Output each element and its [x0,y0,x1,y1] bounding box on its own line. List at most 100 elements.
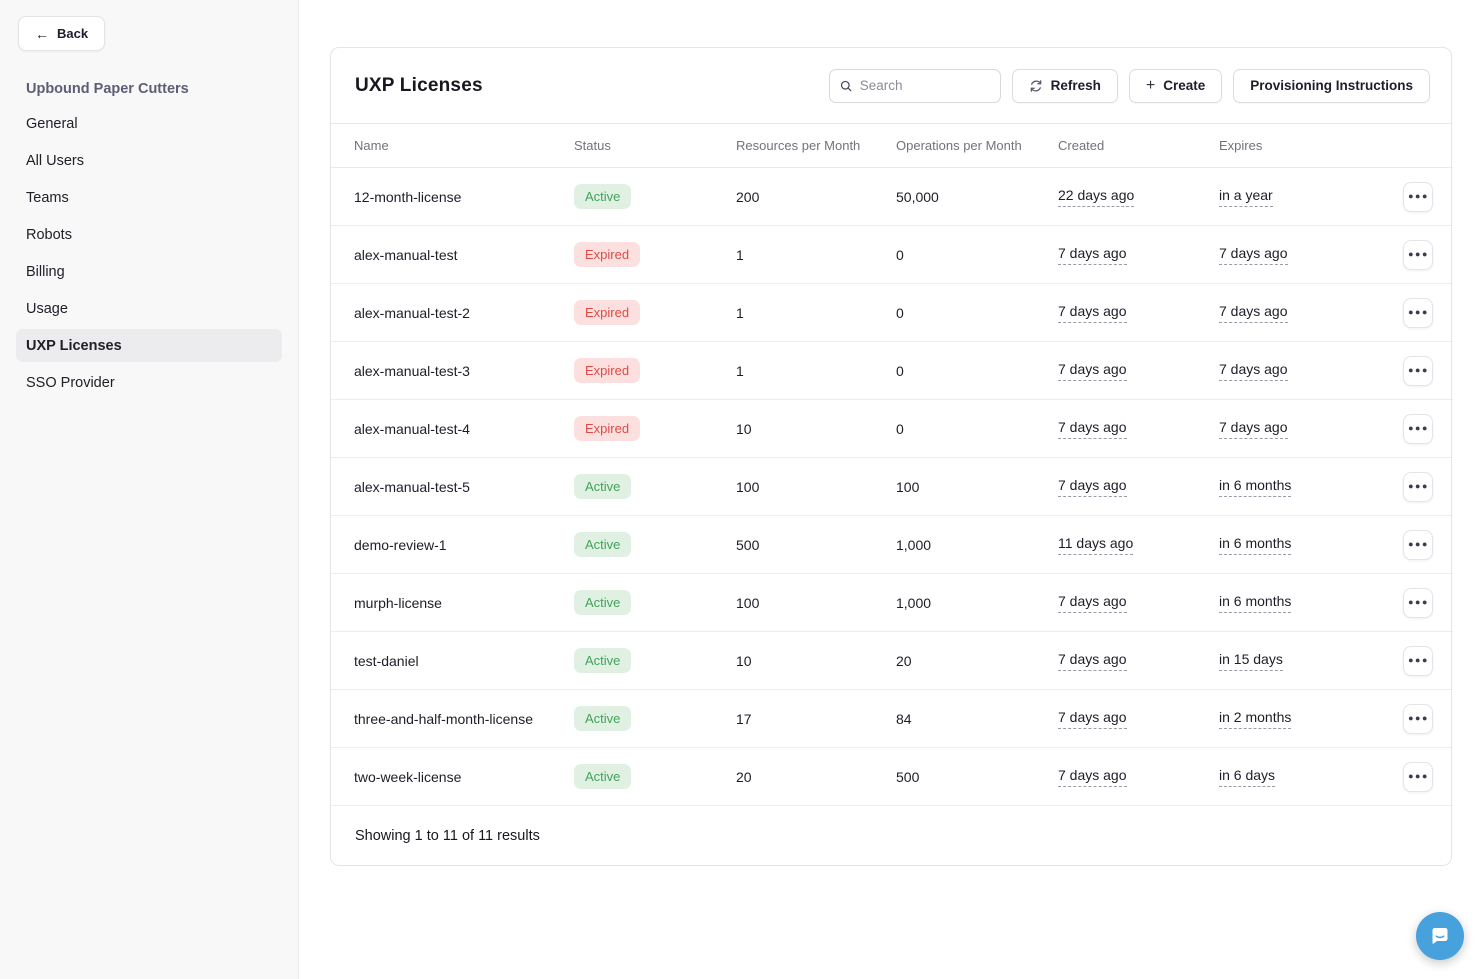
expires-timestamp: in 15 days [1219,650,1283,671]
row-actions-button[interactable]: ●●● [1403,471,1433,502]
operations-cell: 50,000 [873,167,1035,226]
resources-cell: 500 [713,515,873,574]
back-arrow-icon: ← [35,25,49,42]
row-actions-button[interactable]: ●●● [1403,587,1433,618]
refresh-button[interactable]: Refresh [1011,68,1118,103]
expires-cell: 7 days ago [1196,341,1383,400]
license-name-cell: two-week-license [331,747,551,806]
sidebar-item-teams[interactable]: Teams [26,189,69,206]
sidebar-item-all-users[interactable]: All Users [26,152,85,169]
expires-timestamp: in 2 months [1219,708,1292,729]
status-badge: Active [574,764,632,789]
operations-cell: 84 [873,689,1035,748]
row-actions-button[interactable]: ●●● [1403,297,1433,328]
row-actions-button[interactable]: ●●● [1403,239,1433,270]
expires-timestamp: in 6 months [1219,592,1292,613]
column-header-actions [1383,123,1453,168]
status-cell: Active [551,631,713,690]
expires-cell: in 6 months [1196,573,1383,632]
status-cell: Expired [551,341,713,400]
sidebar-item-billing[interactable]: Billing [26,263,65,280]
table-row: 12-month-license Active 200 50,000 22 days a… [331,167,1453,226]
expires-timestamp: 7 days ago [1219,360,1288,381]
card-header: UXP Licenses Refresh [331,48,1451,123]
create-button[interactable]: + Create [1128,68,1223,103]
column-header-expires: Expires [1196,123,1383,168]
refresh-button-label: Refresh [1050,78,1101,93]
expires-cell: in 6 days [1196,747,1383,806]
status-cell: Active [551,457,713,516]
status-badge: Expired [574,416,641,441]
table-row: alex-manual-test-4 Expired 10 0 7 days ago 7 … [331,399,1453,458]
status-badge: Expired [574,358,641,383]
expires-timestamp: in 6 days [1219,766,1276,787]
created-cell: 7 days ago [1035,283,1196,342]
column-header-name: Name [331,123,551,168]
table-row: alex-manual-test Expired 1 0 7 days ago 7 day… [331,225,1453,284]
column-header-operations-per-month: Operations per Month [873,123,1035,168]
expires-cell: in 6 months [1196,457,1383,516]
status-badge: Active [574,648,632,673]
operations-cell: 0 [873,225,1035,284]
operations-cell: 1,000 [873,515,1035,574]
created-timestamp: 7 days ago [1058,418,1127,439]
status-cell: Expired [551,225,713,284]
actions-cell: ●●● [1383,457,1453,516]
search-icon [840,80,851,91]
row-actions-button[interactable]: ●●● [1403,761,1433,792]
table-body: 12-month-license Active 200 50,000 22 days a… [331,167,1453,806]
operations-cell: 0 [873,399,1035,458]
expires-timestamp: in 6 months [1219,534,1292,555]
expires-timestamp: in a year [1219,186,1273,207]
status-cell: Expired [551,399,713,458]
actions-cell: ●●● [1383,515,1453,574]
search-box [828,68,1001,103]
table-header-row: Name Status Resources per Month Operations … [331,123,1453,168]
row-actions-button[interactable]: ●●● [1403,413,1433,444]
column-header-resources-per-month: Resources per Month [713,123,873,168]
created-cell: 7 days ago [1035,225,1196,284]
back-button[interactable]: ← Back [18,16,106,51]
expires-cell: 7 days ago [1196,399,1383,458]
resources-cell: 17 [713,689,873,748]
sidebar-item-robots[interactable]: Robots [26,226,72,243]
actions-cell: ●●● [1383,341,1453,400]
actions-cell: ●●● [1383,747,1453,806]
chat-launcher-button[interactable] [1416,912,1464,960]
back-button-label: Back [57,26,89,41]
sidebar-item-sso-provider[interactable]: SSO Provider [26,374,115,391]
expires-timestamp: 7 days ago [1219,302,1288,323]
row-actions-button[interactable]: ●●● [1403,703,1433,734]
created-cell: 7 days ago [1035,341,1196,400]
created-timestamp: 7 days ago [1058,476,1127,497]
column-header-created: Created [1035,123,1196,168]
status-cell: Expired [551,283,713,342]
license-name-cell: murph-license [331,573,551,632]
expires-timestamp: in 6 months [1219,476,1292,497]
status-cell: Active [551,167,713,226]
resources-cell: 100 [713,457,873,516]
search-input[interactable] [859,78,990,93]
row-actions-button[interactable]: ●●● [1403,355,1433,386]
provisioning-instructions-button[interactable]: Provisioning Instructions [1233,68,1430,103]
expires-cell: in 2 months [1196,689,1383,748]
row-actions-button[interactable]: ●●● [1403,645,1433,676]
operations-cell: 0 [873,283,1035,342]
toolbar: Refresh + Create Provisioning Instructio… [828,68,1430,103]
status-badge: Expired [574,242,641,267]
sidebar-item-usage[interactable]: Usage [26,300,68,317]
row-actions-button[interactable]: ●●● [1403,529,1433,560]
operations-cell: 500 [873,747,1035,806]
created-cell: 7 days ago [1035,689,1196,748]
sidebar-nav: General All Users Teams Robots Billing Usage U… [16,107,282,399]
sidebar-item-general[interactable]: General [26,115,78,132]
created-cell: 11 days ago [1035,515,1196,574]
row-actions-button[interactable]: ●●● [1403,181,1433,212]
create-button-label: Create [1163,78,1206,93]
table-row: alex-manual-test-5 Active 100 100 7 days ago… [331,457,1453,516]
created-cell: 7 days ago [1035,573,1196,632]
status-cell: Active [551,689,713,748]
sidebar-item-uxp-licenses[interactable]: UXP Licenses [16,329,282,362]
results-summary: Showing 1 to 11 of 11 results [355,827,540,844]
status-cell: Active [551,747,713,806]
